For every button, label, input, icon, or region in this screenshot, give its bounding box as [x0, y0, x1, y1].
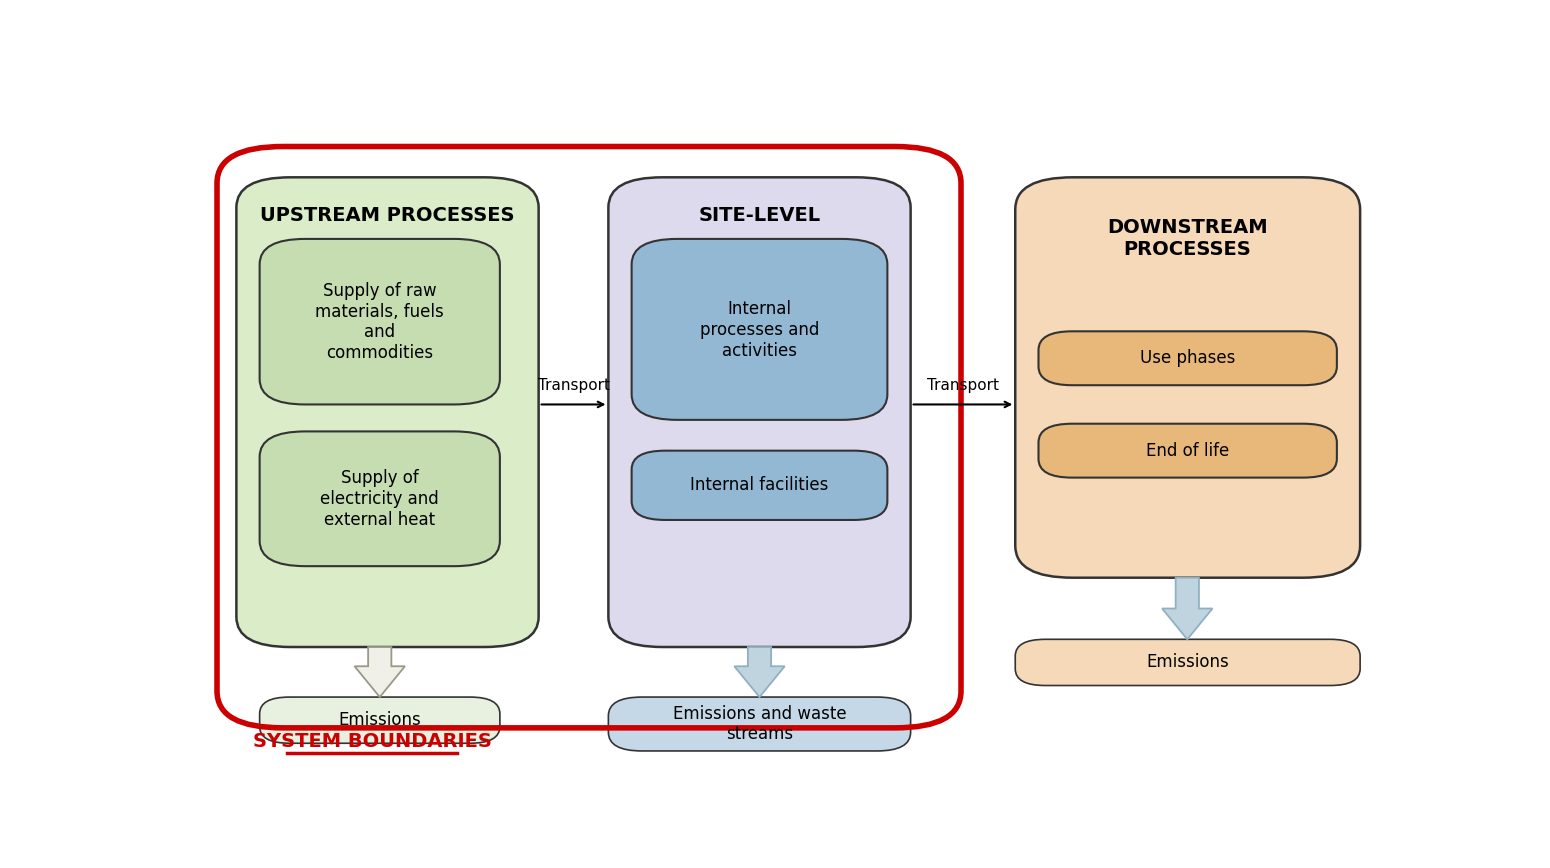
FancyBboxPatch shape [1038, 424, 1336, 477]
FancyBboxPatch shape [260, 697, 499, 743]
FancyBboxPatch shape [632, 450, 887, 520]
Text: Emissions: Emissions [1145, 654, 1229, 672]
FancyBboxPatch shape [632, 239, 887, 420]
FancyBboxPatch shape [260, 239, 499, 404]
Text: UPSTREAM PROCESSES: UPSTREAM PROCESSES [260, 207, 515, 226]
Text: Supply of
electricity and
external heat: Supply of electricity and external heat [321, 470, 439, 529]
FancyBboxPatch shape [1038, 332, 1336, 385]
Text: DOWNSTREAM
PROCESSES: DOWNSTREAM PROCESSES [1107, 219, 1268, 260]
Text: Transport: Transport [927, 378, 998, 392]
Text: Emissions: Emissions [338, 711, 422, 729]
Text: End of life: End of life [1145, 442, 1229, 460]
FancyBboxPatch shape [236, 177, 539, 647]
Text: Internal facilities: Internal facilities [690, 477, 829, 494]
Polygon shape [355, 647, 405, 697]
FancyBboxPatch shape [608, 697, 910, 751]
Text: Internal
processes and
activities: Internal processes and activities [699, 300, 820, 359]
Text: SYSTEM BOUNDARIES: SYSTEM BOUNDARIES [253, 733, 491, 751]
FancyBboxPatch shape [260, 431, 499, 566]
FancyBboxPatch shape [608, 177, 910, 647]
Text: SITE-LEVEL: SITE-LEVEL [699, 207, 820, 226]
Polygon shape [735, 647, 784, 697]
Text: Use phases: Use phases [1139, 349, 1235, 367]
FancyBboxPatch shape [1015, 177, 1361, 578]
Text: Emissions and waste
streams: Emissions and waste streams [673, 705, 846, 743]
Polygon shape [1162, 578, 1212, 640]
Text: Supply of raw
materials, fuels
and
commodities: Supply of raw materials, fuels and commo… [315, 282, 445, 362]
Text: Transport: Transport [538, 378, 609, 392]
FancyBboxPatch shape [1015, 640, 1361, 686]
